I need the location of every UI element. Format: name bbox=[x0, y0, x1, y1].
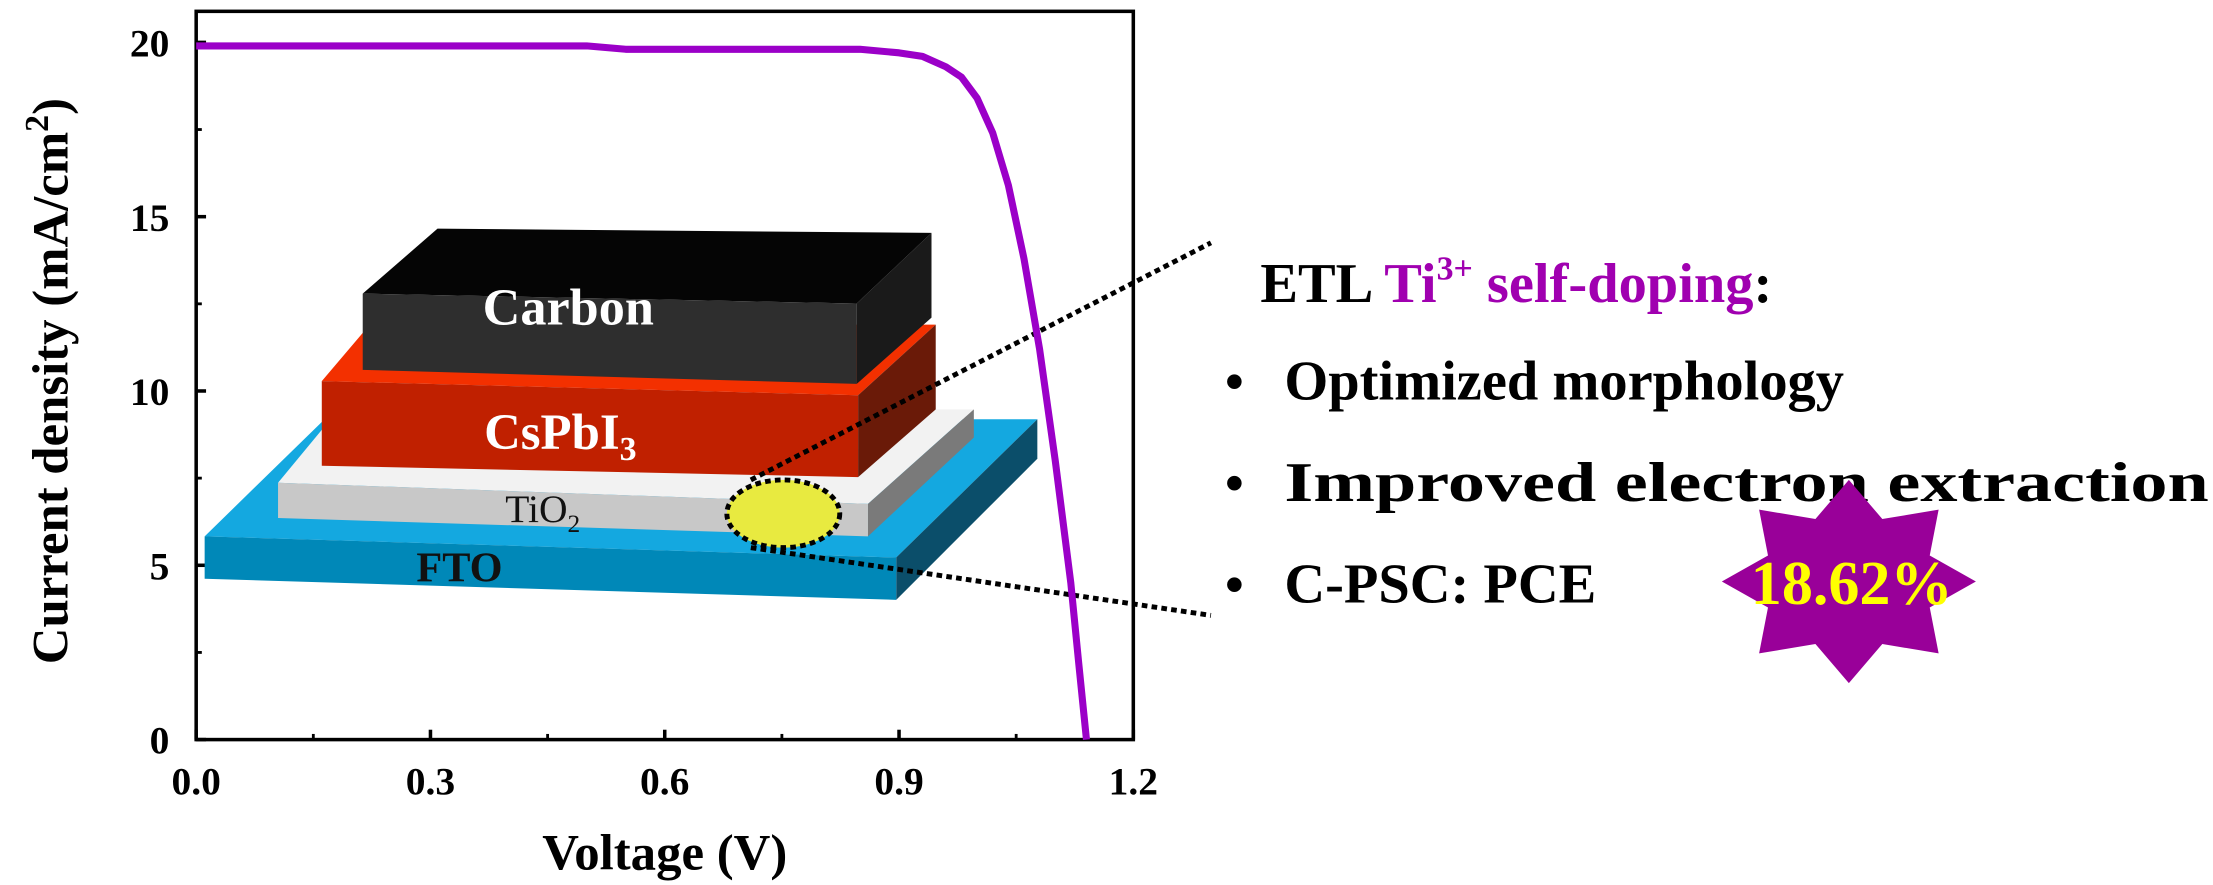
zoom-line-top bbox=[749, 240, 1213, 483]
y-axis-title: Current density (mA/cm2) bbox=[19, 98, 79, 664]
axis-ticks: 0.0 0.3 0.6 0.9 1.2 0 5 10 15 20 bbox=[130, 21, 1158, 803]
x-tick-label: 0.0 bbox=[171, 760, 220, 804]
fto-label: FTO bbox=[416, 545, 502, 592]
x-axis-title: Voltage (V) bbox=[542, 824, 787, 880]
y-tick-label: 15 bbox=[130, 196, 170, 240]
x-tick-label: 0.6 bbox=[640, 760, 689, 804]
perovskite-label: CsPbI3 bbox=[484, 404, 636, 468]
bullet-item: • Improved electron extraction bbox=[1225, 452, 2209, 514]
y-tick-label: 5 bbox=[150, 544, 170, 588]
bullet-text: Improved electron extraction bbox=[1284, 452, 2208, 514]
x-tick-label: 0.3 bbox=[406, 760, 455, 804]
x-tick-label: 1.2 bbox=[1109, 760, 1158, 804]
pce-star-badge bbox=[1721, 479, 1976, 684]
jv-curve-line bbox=[196, 42, 1090, 740]
bullet-symbol: • bbox=[1225, 453, 1244, 513]
doping-highlight-ellipse bbox=[724, 477, 843, 551]
bullet-symbol: • bbox=[1225, 351, 1244, 411]
y-tick-label: 0 bbox=[150, 719, 170, 763]
bullet-text: Optimized morphology bbox=[1284, 350, 1844, 412]
bullet-text: C-PSC: PCE bbox=[1284, 554, 1596, 616]
bullet-item: • C-PSC: PCE bbox=[1225, 554, 1596, 616]
pce-value: 18.62% bbox=[1751, 550, 1953, 618]
bullet-symbol: • bbox=[1225, 555, 1244, 615]
x-tick-label: 0.9 bbox=[874, 760, 923, 804]
summary-panel: ETL Ti3+ self-doping: • Optimized morpho… bbox=[1225, 250, 2209, 684]
y-tick-label: 10 bbox=[130, 370, 170, 414]
bullet-item: • Optimized morphology bbox=[1225, 350, 1844, 412]
device-schematic: FTO TiO2 CsPbI3 Carbon bbox=[204, 228, 1213, 618]
carbon-layer: Carbon bbox=[362, 228, 932, 384]
carbon-label: Carbon bbox=[483, 279, 654, 337]
summary-heading: ETL Ti3+ self-doping: bbox=[1260, 250, 1772, 315]
zoom-line-bottom bbox=[750, 545, 1212, 618]
y-tick-label: 20 bbox=[130, 21, 170, 65]
tio2-label: TiO2 bbox=[505, 487, 580, 538]
